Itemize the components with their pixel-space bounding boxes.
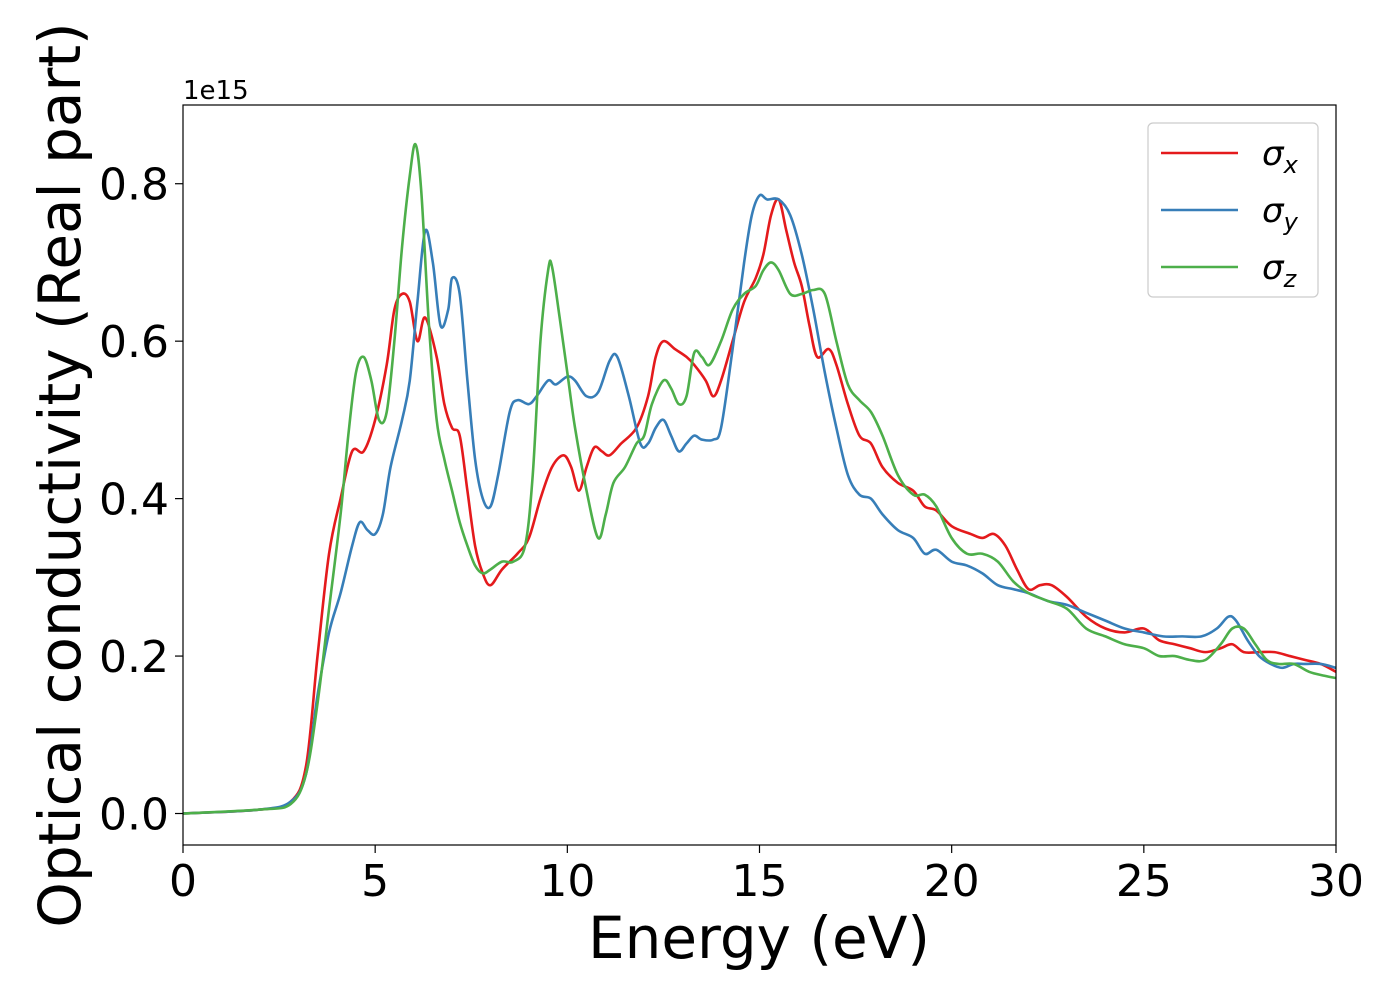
x-tick-label: 5 — [361, 856, 389, 907]
y-tick-label: 0.2 — [99, 632, 169, 683]
y-tick-label: 0.8 — [99, 160, 169, 211]
y-tick-label: 0.4 — [99, 475, 169, 526]
x-tick-label: 10 — [539, 856, 595, 907]
legend-label-z: σz — [1262, 248, 1298, 293]
x-axis-label: Energy (eV) — [588, 904, 930, 972]
y-axis-label: Optical conductivity (Real part) — [26, 22, 94, 927]
series-line-z — [183, 142, 1336, 815]
series-line-x — [183, 197, 1336, 815]
x-tick-label: 0 — [169, 856, 197, 907]
legend-label-y: σy — [1262, 191, 1299, 236]
series-line-y — [183, 193, 1336, 815]
y-tick-label: 0.6 — [99, 317, 169, 368]
x-tick-label: 25 — [1116, 856, 1172, 907]
y-offset-text: 1e15 — [183, 76, 249, 106]
legend-label-x: σx — [1262, 134, 1299, 179]
legend: σx σy σz — [1147, 122, 1319, 298]
x-tick-label: 15 — [732, 856, 788, 907]
x-tick-label: 20 — [924, 856, 980, 907]
y-tick-label: 0.0 — [99, 790, 169, 841]
x-tick-label: 30 — [1308, 856, 1364, 907]
